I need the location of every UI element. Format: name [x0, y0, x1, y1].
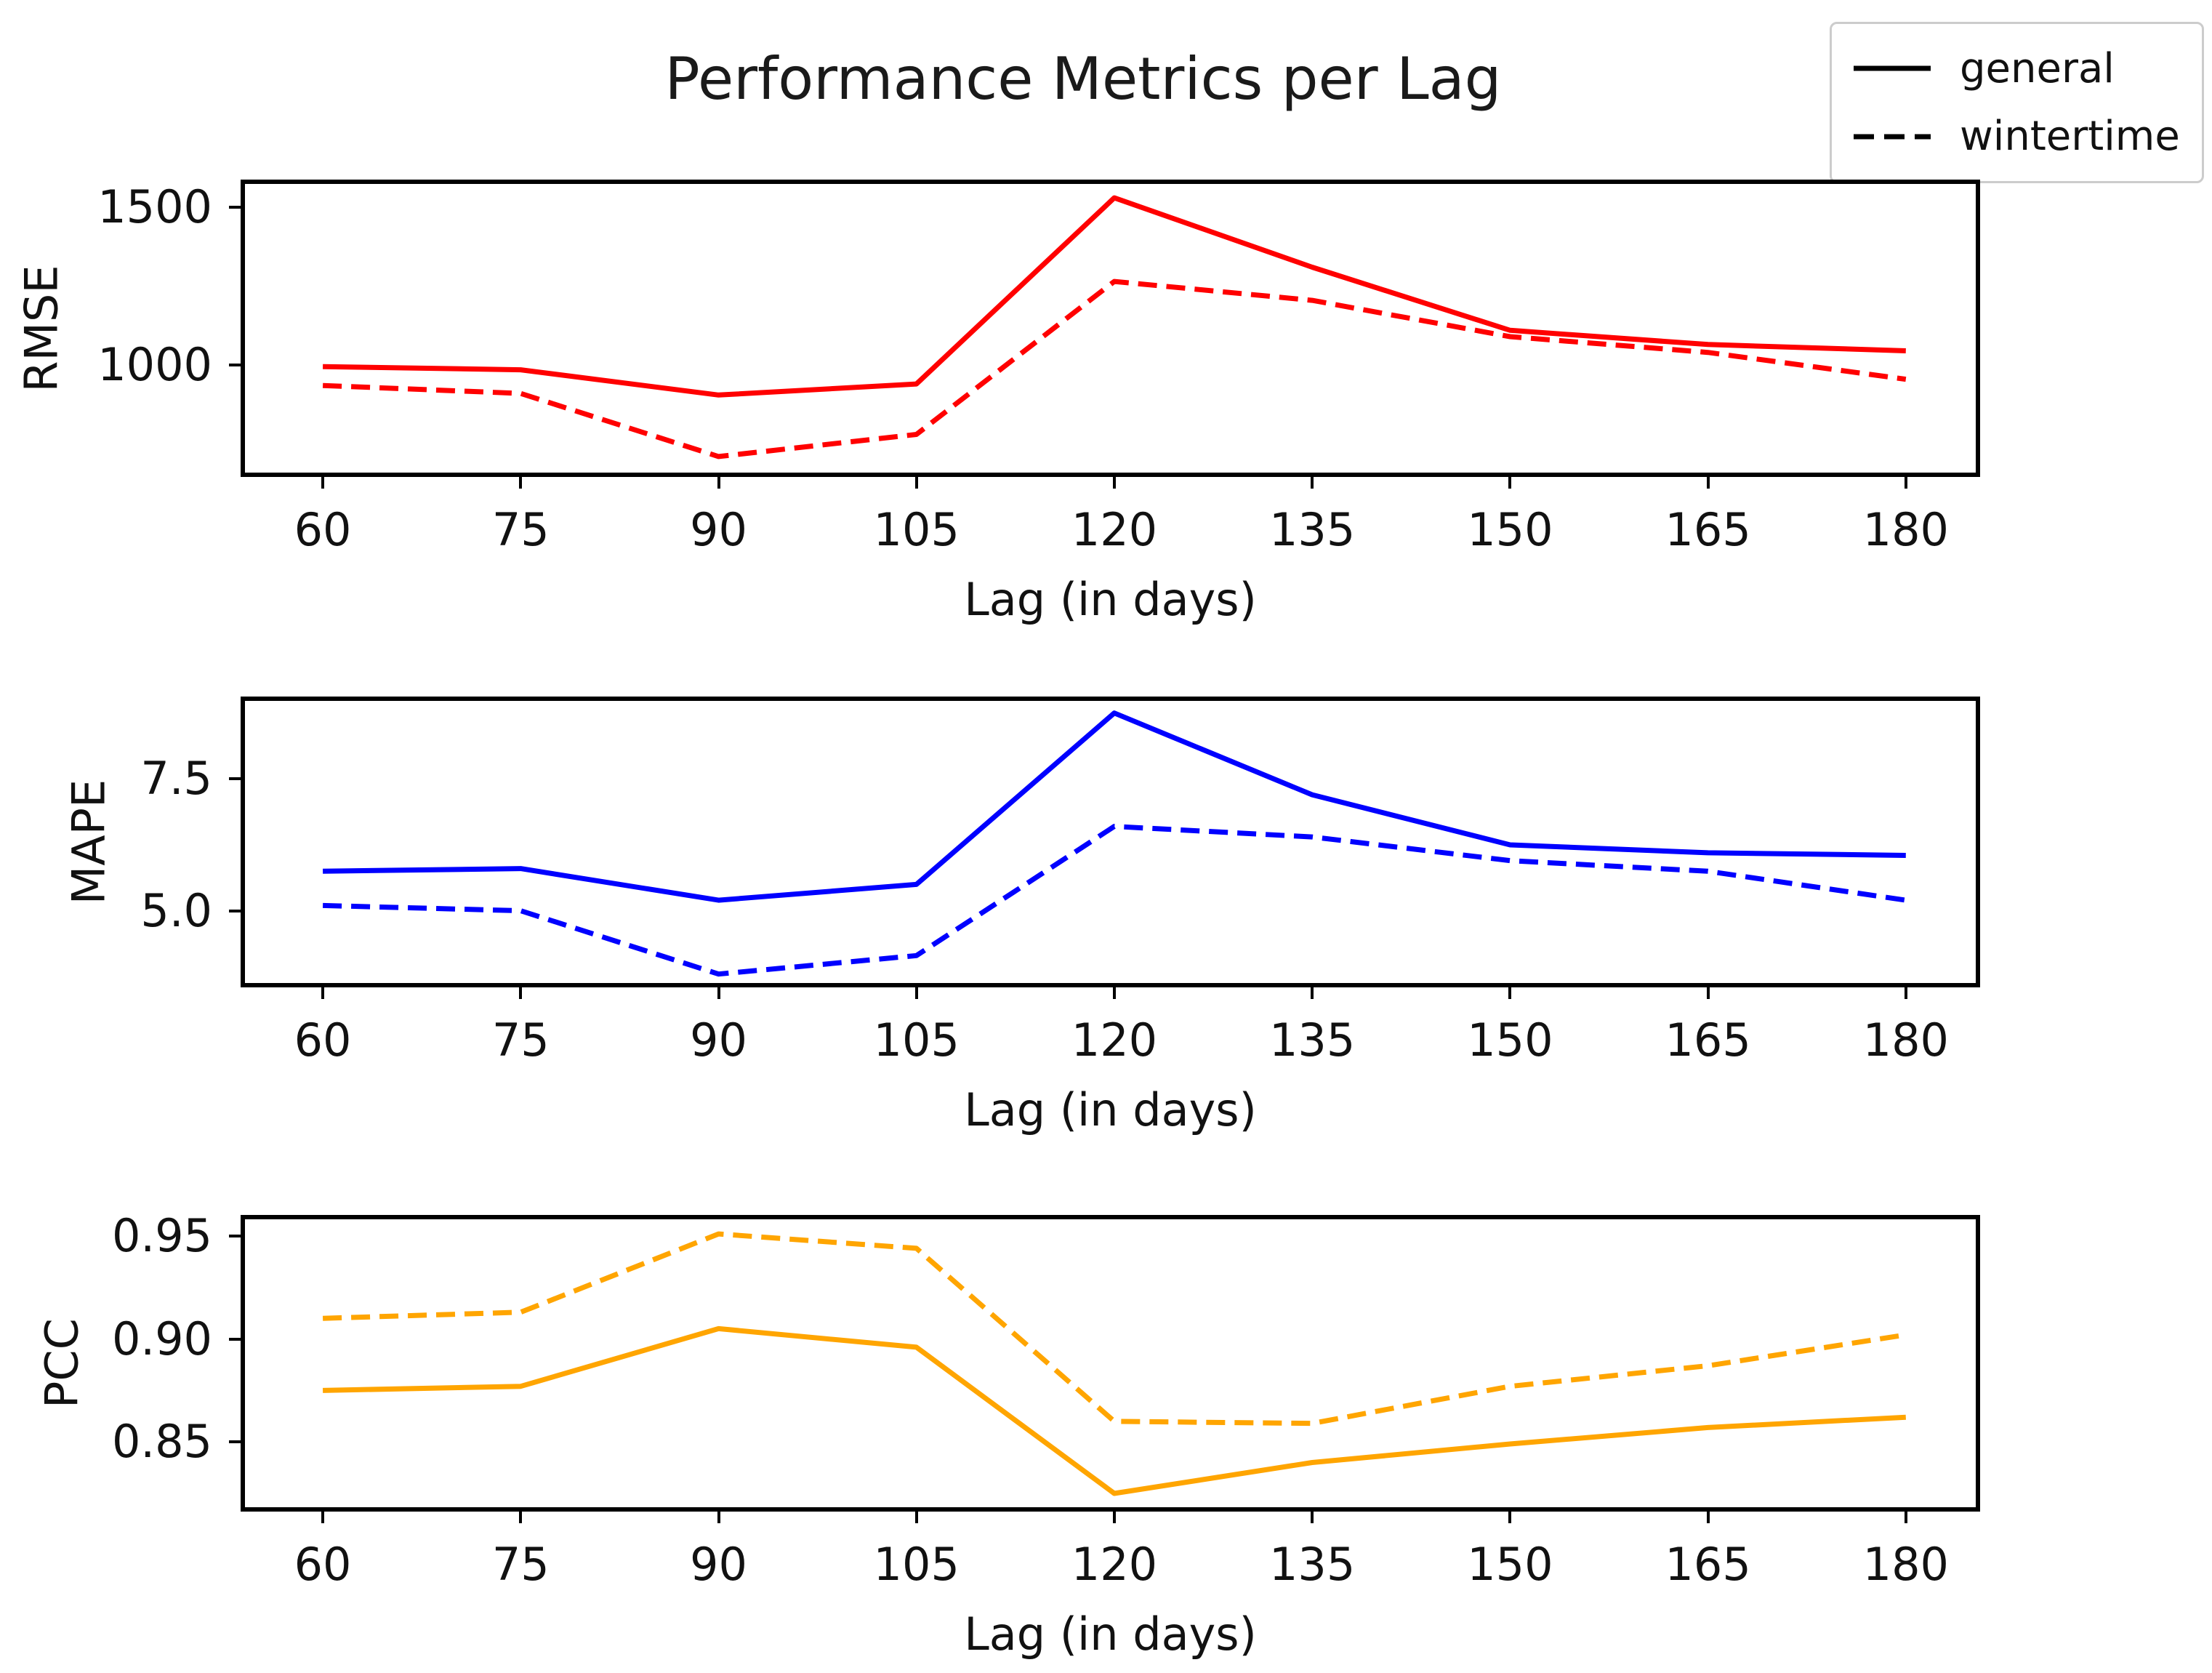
rmse-plot-area: [322, 195, 1907, 460]
rmse-line-general: [323, 195, 1906, 398]
x-tick: [1508, 473, 1512, 489]
y-tick: [229, 1337, 245, 1341]
y-tick-label: 0.95: [111, 1208, 212, 1262]
axes-pcc: [241, 1215, 1980, 1512]
x-tick: [519, 983, 523, 999]
x-tick: [1311, 1507, 1314, 1523]
x-tick-label: 75: [491, 1538, 550, 1591]
axes-rmse: [241, 180, 1980, 477]
x-tick-label: 120: [1071, 1014, 1158, 1067]
x-tick-label: 120: [1071, 1538, 1158, 1591]
x-tick-label: 165: [1665, 1538, 1751, 1591]
x-tick: [717, 1507, 720, 1523]
x-tick: [914, 983, 918, 999]
y-tick-label: 1500: [97, 180, 212, 234]
x-tick-label: 135: [1268, 1014, 1356, 1067]
y-tick: [229, 777, 245, 781]
x-tick-label: 180: [1862, 1014, 1949, 1067]
legend-label-wintertime: wintertime: [1960, 113, 2180, 161]
x-tick: [1112, 983, 1116, 999]
x-tick: [1904, 1507, 1907, 1523]
x-tick: [519, 1507, 523, 1523]
legend-item-wintertime: wintertime: [1852, 113, 2202, 160]
x-axis-label-pcc: Lag (in days): [964, 1608, 1257, 1661]
x-tick-label: 165: [1665, 503, 1751, 556]
x-tick: [717, 983, 720, 999]
x-tick-label: 120: [1071, 503, 1158, 556]
solid-line-sample: [1854, 65, 1931, 71]
y-tick-label: 0.85: [111, 1415, 212, 1469]
x-tick-label: 60: [294, 1538, 352, 1591]
x-axis-label-mape: Lag (in days): [964, 1083, 1257, 1136]
x-tick-label: 150: [1467, 1014, 1553, 1067]
mape-plot-area: [323, 710, 1907, 977]
y-tick: [229, 206, 245, 209]
y-tick: [229, 909, 245, 912]
x-tick: [321, 1507, 325, 1523]
x-tick: [1112, 1507, 1116, 1523]
y-tick: [229, 1440, 245, 1444]
x-tick-label: 90: [690, 503, 747, 556]
x-tick: [1706, 983, 1710, 999]
x-tick-label: 165: [1665, 1014, 1751, 1067]
mape-line-wintertime: [323, 824, 1907, 977]
x-tick: [321, 473, 325, 489]
x-tick-label: 60: [294, 1014, 352, 1067]
y-tick-label: 1000: [97, 338, 212, 392]
x-tick-label: 105: [873, 1538, 960, 1591]
legend: general wintertime: [1830, 22, 2204, 183]
x-tick-label: 90: [690, 1538, 747, 1591]
x-tick: [717, 473, 720, 489]
x-tick-label: 180: [1862, 503, 1949, 556]
x-tick: [1904, 473, 1907, 489]
rmse-line-wintertime: [322, 278, 1907, 460]
x-tick-label: 60: [294, 503, 352, 556]
x-tick-label: 180: [1862, 1538, 1949, 1591]
x-tick: [1508, 983, 1512, 999]
pcc-line-general: [323, 1325, 1906, 1496]
x-tick-label: 135: [1268, 503, 1356, 556]
x-tick: [914, 1507, 918, 1523]
x-tick-label: 90: [690, 1014, 747, 1067]
legend-label-general: general: [1960, 44, 2115, 92]
y-tick-label: 5.0: [140, 883, 212, 937]
x-axis-label-rmse: Lag (in days): [964, 573, 1257, 626]
x-tick: [1706, 473, 1710, 489]
x-tick: [1706, 1507, 1710, 1523]
legend-item-general: general: [1852, 45, 2202, 92]
x-tick: [914, 473, 918, 489]
y-tick-label: 0.90: [111, 1312, 212, 1365]
y-tick-label: 7.5: [140, 752, 212, 806]
x-tick-label: 150: [1467, 1538, 1553, 1591]
x-tick: [1311, 983, 1314, 999]
pcc-line-wintertime: [322, 1231, 1907, 1427]
mape-line-general: [323, 710, 1906, 903]
x-tick: [1904, 983, 1907, 999]
y-tick: [229, 1234, 245, 1237]
x-tick: [1112, 473, 1116, 489]
x-tick-label: 75: [491, 1014, 550, 1067]
x-tick: [1311, 473, 1314, 489]
pcc-plot-area: [322, 1231, 1907, 1496]
x-tick: [519, 473, 523, 489]
x-tick: [1508, 1507, 1512, 1523]
x-tick-label: 105: [873, 1014, 960, 1067]
x-tick-label: 105: [873, 503, 960, 556]
dashed-line-sample: [1854, 134, 1931, 140]
y-tick: [229, 364, 245, 367]
x-tick-label: 75: [491, 503, 550, 556]
axes-mape: [241, 697, 1980, 987]
chart-title: Performance Metrics per Lag: [664, 45, 1502, 113]
x-tick-label: 150: [1467, 503, 1553, 556]
x-tick: [321, 983, 325, 999]
x-tick-label: 135: [1268, 1538, 1356, 1591]
